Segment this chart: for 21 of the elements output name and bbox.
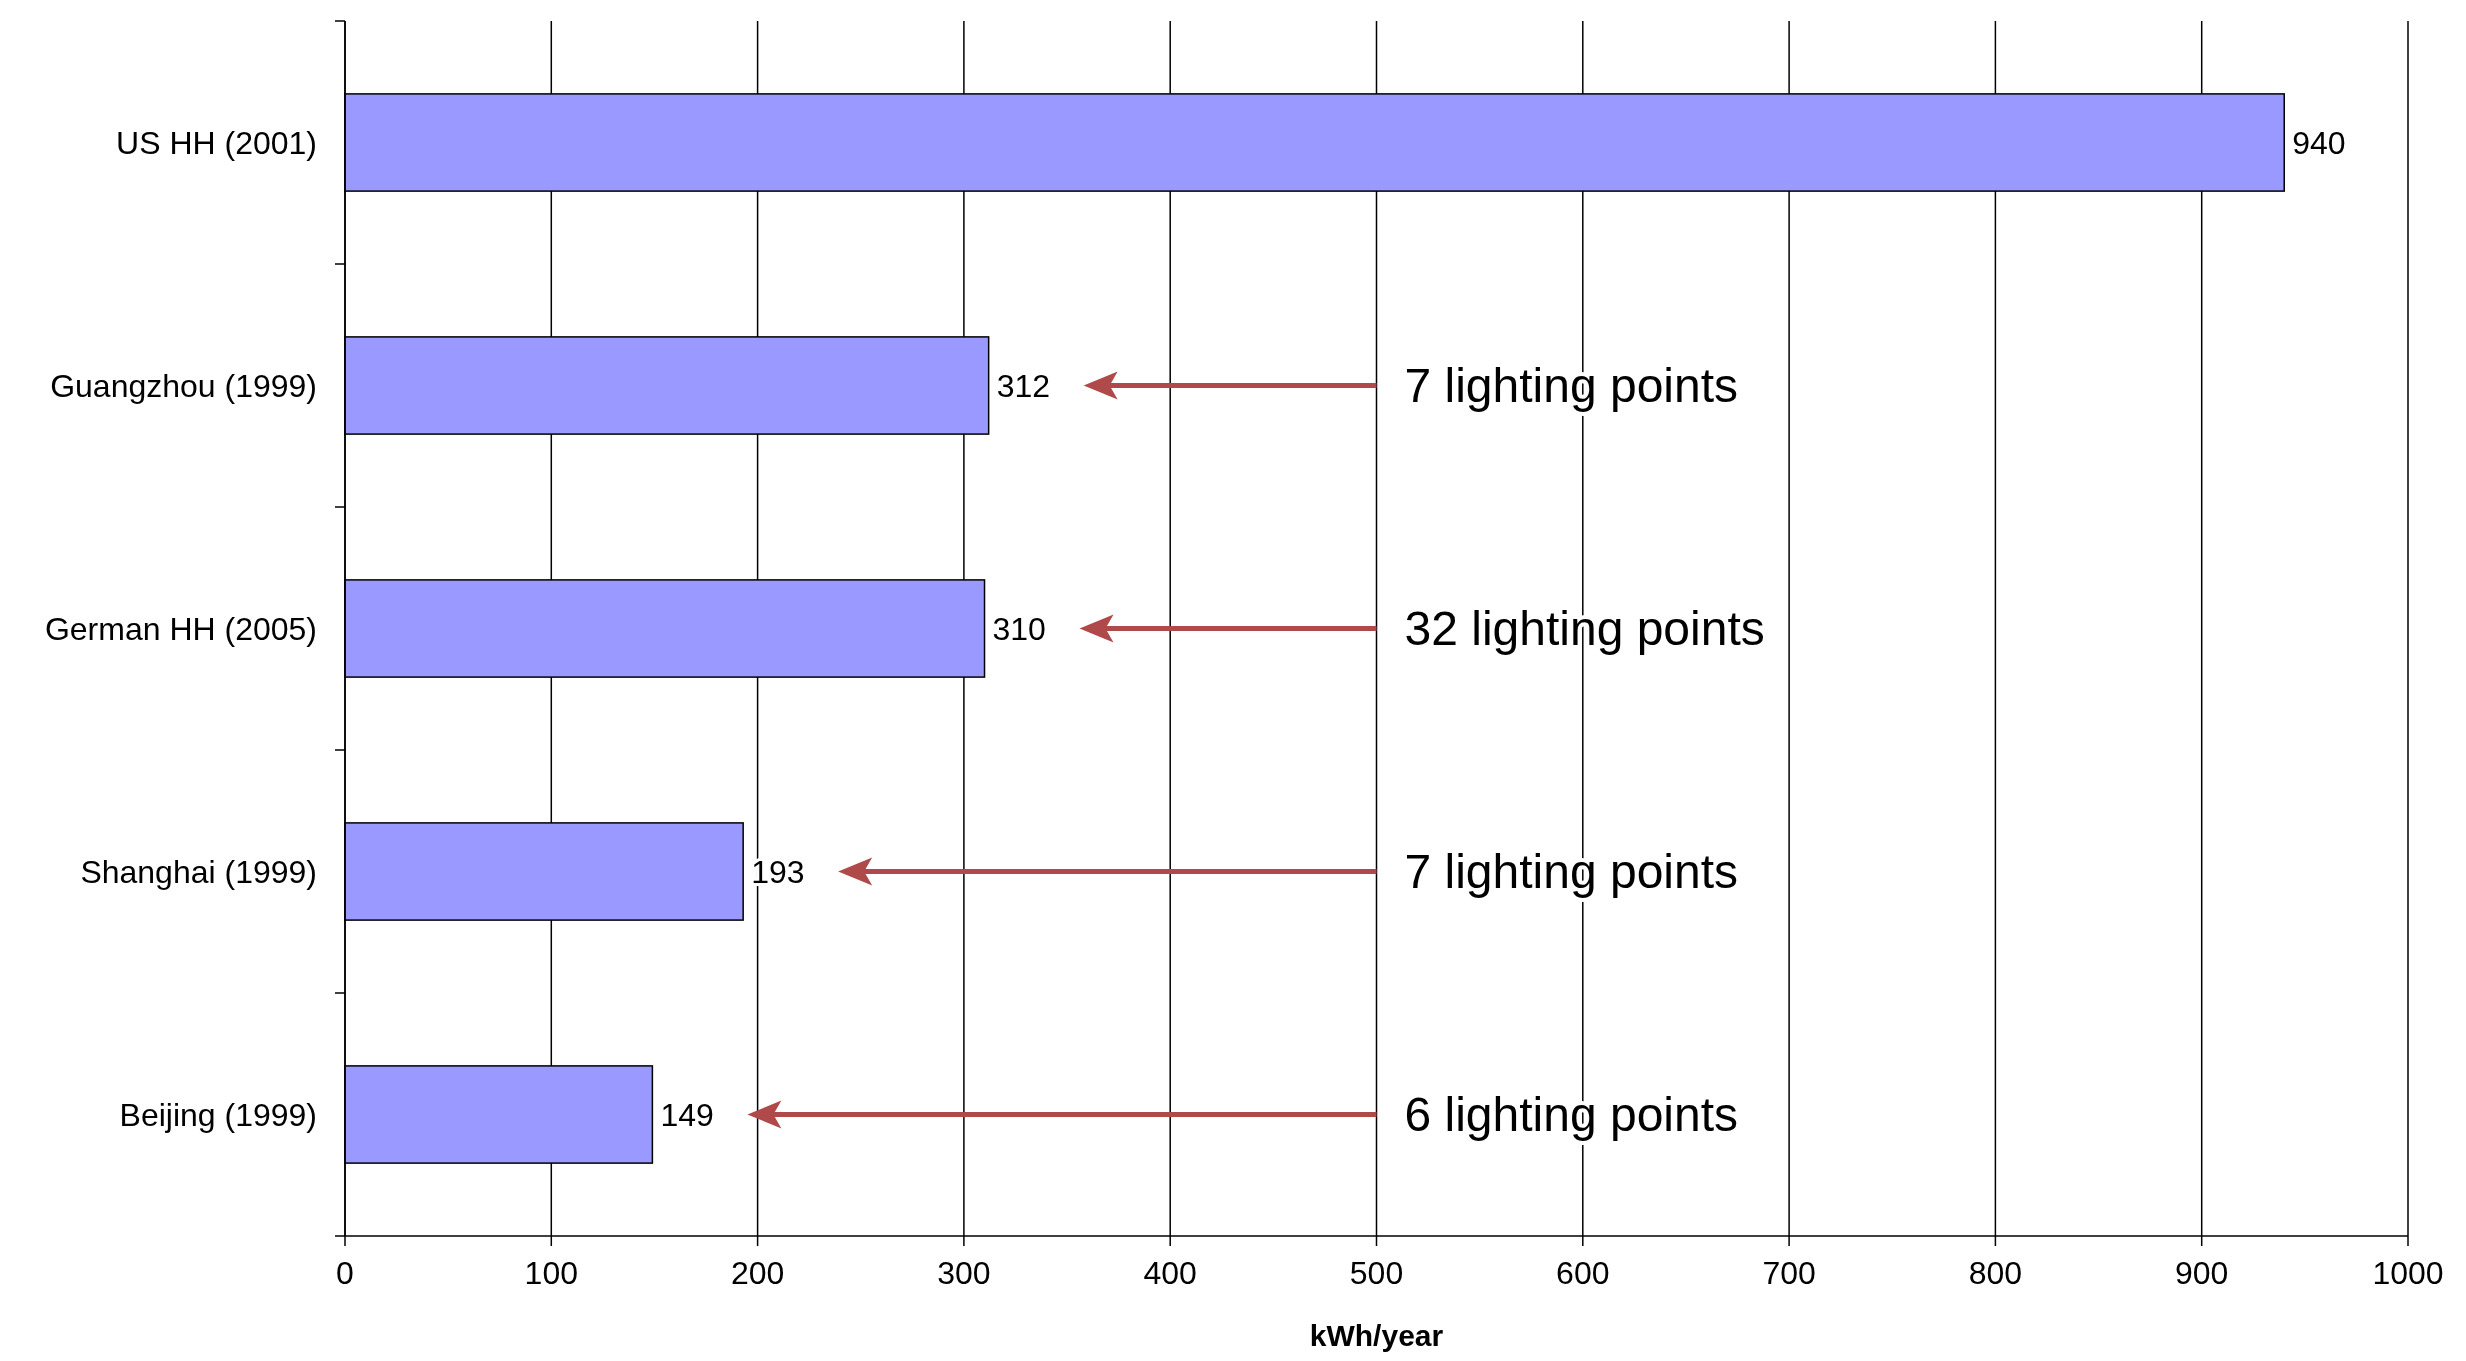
- x-tick-label: 100: [524, 1255, 578, 1291]
- x-tick-label: 1000: [2372, 1255, 2444, 1291]
- x-tick-label: 500: [1349, 1255, 1404, 1291]
- data-label: 149: [660, 1096, 714, 1133]
- x-tick-label: 700: [1762, 1255, 1816, 1291]
- data-label: 310: [992, 610, 1046, 647]
- y-tick-label: Beijing (1999): [119, 1096, 317, 1133]
- data-label: 940: [2292, 124, 2346, 161]
- x-tick-label: 800: [1968, 1255, 2023, 1291]
- x-axis-title: kWh/year: [1309, 1319, 1444, 1352]
- data-label: 312: [996, 367, 1051, 404]
- y-tick-label: US HH (2001): [116, 124, 317, 161]
- x-tick-label: 300: [937, 1255, 991, 1291]
- x-tick-label: 600: [1556, 1255, 1610, 1291]
- x-tick-label: 900: [2175, 1255, 2229, 1291]
- x-tick-label: 200: [730, 1255, 785, 1291]
- x-tick-label: 0: [336, 1255, 354, 1291]
- y-tick-label: Shanghai (1999): [80, 853, 317, 890]
- y-tick-label: German HH (2005): [44, 610, 317, 647]
- x-tick-label: 400: [1143, 1255, 1197, 1291]
- y-tick-label: Guangzhou (1999): [50, 367, 317, 404]
